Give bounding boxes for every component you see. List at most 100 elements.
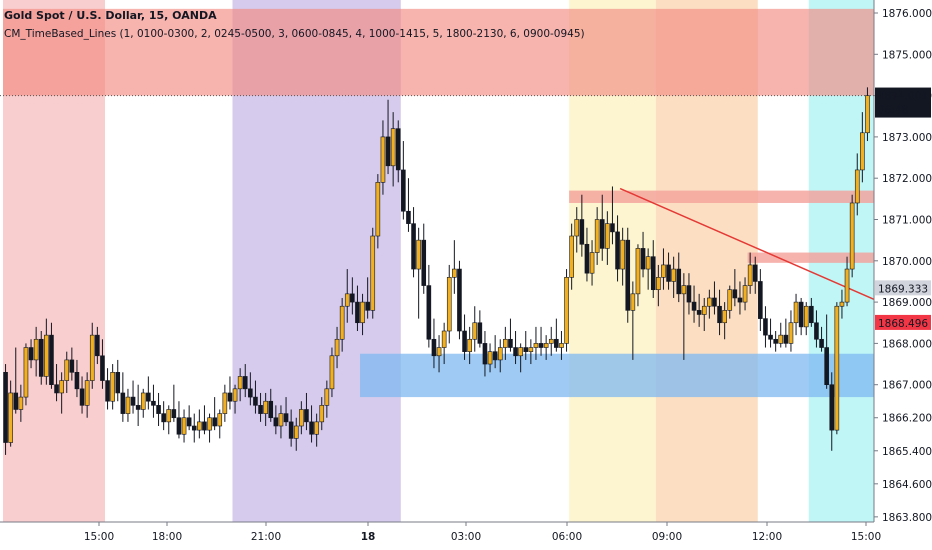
candle[interactable] <box>401 169 406 212</box>
candle[interactable] <box>865 95 870 134</box>
candle[interactable] <box>747 264 753 286</box>
candle[interactable] <box>207 417 212 431</box>
candle[interactable] <box>54 384 59 394</box>
candle[interactable] <box>727 289 733 311</box>
candle[interactable] <box>8 392 13 443</box>
candle[interactable] <box>166 409 172 423</box>
candle[interactable] <box>701 305 707 315</box>
candle[interactable] <box>656 277 661 291</box>
candle[interactable] <box>482 343 488 365</box>
candle[interactable] <box>508 338 513 348</box>
candle[interactable] <box>110 372 115 402</box>
candle[interactable] <box>589 252 595 274</box>
candle[interactable] <box>518 347 523 357</box>
candle[interactable] <box>191 425 197 431</box>
candle[interactable] <box>778 334 784 344</box>
candle[interactable] <box>538 343 544 348</box>
candle[interactable] <box>411 223 416 270</box>
candle[interactable] <box>844 268 850 303</box>
candle[interactable] <box>569 235 574 278</box>
candle[interactable] <box>452 268 457 278</box>
candle[interactable] <box>406 210 411 224</box>
candle[interactable] <box>130 396 136 406</box>
zone-resistance-1[interactable] <box>569 190 874 203</box>
candle[interactable] <box>74 372 80 390</box>
candle[interactable] <box>140 392 146 410</box>
candle[interactable] <box>824 347 829 385</box>
candle[interactable] <box>793 301 799 324</box>
candle[interactable] <box>151 400 156 406</box>
candle[interactable] <box>523 347 529 352</box>
price-label[interactable]: 1868.496 <box>878 318 928 330</box>
candle[interactable] <box>610 223 615 233</box>
candle[interactable] <box>758 281 763 319</box>
candle[interactable] <box>543 343 549 348</box>
candle[interactable] <box>293 425 299 439</box>
candle[interactable] <box>212 417 217 427</box>
zone-demand[interactable] <box>360 353 874 398</box>
candle[interactable] <box>288 421 294 439</box>
candle[interactable] <box>273 417 279 427</box>
candle[interactable] <box>803 305 809 328</box>
candle[interactable] <box>232 388 238 402</box>
candle[interactable] <box>329 355 335 390</box>
candle[interactable] <box>819 338 824 348</box>
candle[interactable] <box>462 330 467 352</box>
candle[interactable] <box>23 347 29 398</box>
candle[interactable] <box>181 417 187 435</box>
candle[interactable] <box>574 219 580 237</box>
candle[interactable] <box>105 380 110 402</box>
candle[interactable] <box>788 322 794 344</box>
zone-resistance-2[interactable] <box>747 252 874 263</box>
candle[interactable] <box>202 421 207 431</box>
candle[interactable] <box>125 396 131 414</box>
candle[interactable] <box>661 264 666 278</box>
candle[interactable] <box>446 277 452 332</box>
candle[interactable] <box>304 409 309 423</box>
candle[interactable] <box>773 338 778 344</box>
candle[interactable] <box>798 301 804 328</box>
candle[interactable] <box>737 297 743 303</box>
candle[interactable] <box>278 413 284 427</box>
candle[interactable] <box>513 347 518 357</box>
candle[interactable] <box>599 219 605 249</box>
candle[interactable] <box>197 421 202 431</box>
candle[interactable] <box>176 417 182 435</box>
candle[interactable] <box>385 136 391 167</box>
candle[interactable] <box>594 219 600 253</box>
candle[interactable] <box>605 223 610 249</box>
candle[interactable] <box>752 264 758 282</box>
candle[interactable] <box>375 182 381 237</box>
candle[interactable] <box>95 334 100 357</box>
candle[interactable] <box>854 169 860 204</box>
candle[interactable] <box>222 392 228 414</box>
candle[interactable] <box>809 305 814 324</box>
candle[interactable] <box>334 338 340 357</box>
candle[interactable] <box>768 334 773 340</box>
candle[interactable] <box>120 392 126 414</box>
candle[interactable] <box>380 136 386 183</box>
candle[interactable] <box>84 380 90 406</box>
candle[interactable] <box>89 334 95 381</box>
candle[interactable] <box>554 338 559 348</box>
candle[interactable] <box>712 297 717 307</box>
candle[interactable] <box>3 372 8 443</box>
candle[interactable] <box>395 128 401 171</box>
candle[interactable] <box>115 372 121 394</box>
candle[interactable] <box>814 322 819 340</box>
candle[interactable] <box>426 285 432 340</box>
candle[interactable] <box>783 334 789 344</box>
candle[interactable] <box>696 310 702 315</box>
candle[interactable] <box>100 355 105 381</box>
study-title[interactable]: CM_TimeBased_Lines (1, 0100-0300, 2, 024… <box>4 28 585 40</box>
price-label[interactable]: 1869.333 <box>878 283 928 295</box>
candle[interactable] <box>620 239 625 270</box>
candle[interactable] <box>467 338 472 352</box>
candle[interactable] <box>472 322 478 340</box>
candle[interactable] <box>360 301 365 324</box>
candle[interactable] <box>237 376 243 390</box>
candle[interactable] <box>533 343 539 348</box>
candle[interactable] <box>314 421 319 435</box>
candle[interactable] <box>421 239 427 286</box>
